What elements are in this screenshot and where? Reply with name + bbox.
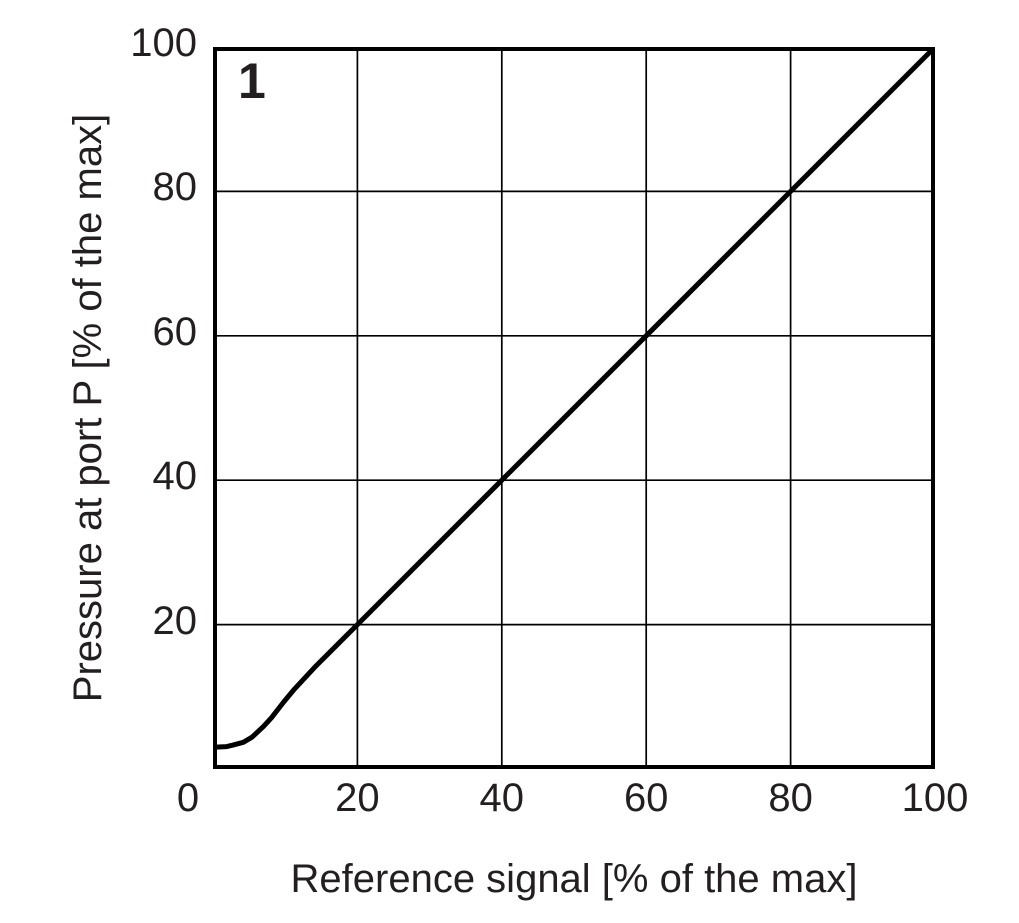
y-tick-label: 100 xyxy=(130,21,197,65)
y-tick-label: 60 xyxy=(152,309,198,354)
y-tick-label: 20 xyxy=(152,598,198,643)
x-tick-label: 20 xyxy=(335,776,380,820)
x-tick-label: 0 xyxy=(176,776,200,820)
x-tick-label: 100 xyxy=(901,776,969,820)
x-tick-label: 80 xyxy=(768,776,813,820)
x-tick-label: 40 xyxy=(479,776,525,820)
y-tick-label: 80 xyxy=(152,165,198,210)
x-axis-label: Reference signal [% of the max] xyxy=(290,857,858,901)
series-curve xyxy=(213,47,935,750)
plot-border xyxy=(213,47,935,769)
plot-area xyxy=(213,47,935,769)
figure-number-label: 1 xyxy=(238,53,266,109)
x-tick-label: 60 xyxy=(623,776,669,820)
y-axis-label: Pressure at port P [% of the max] xyxy=(66,113,110,703)
y-tick-label: 40 xyxy=(152,454,198,499)
